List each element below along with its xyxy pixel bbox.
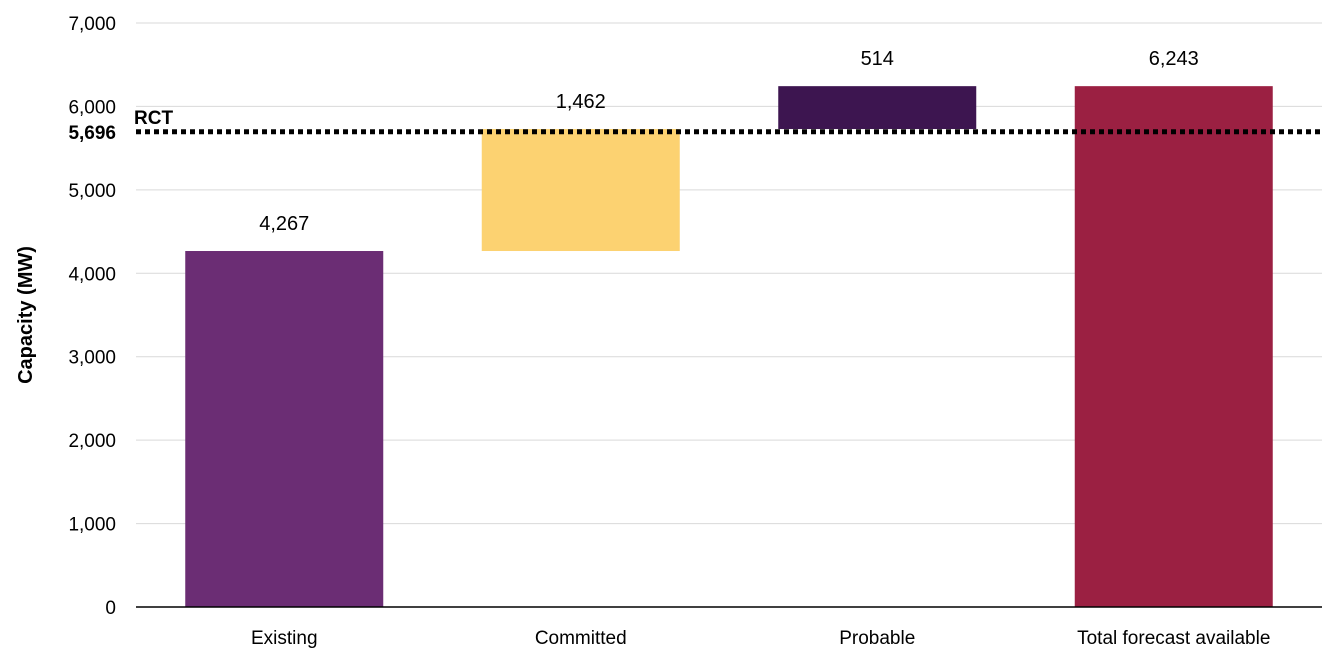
rct-label: RCT	[134, 108, 173, 129]
y-tick-label: 5,000	[68, 181, 116, 202]
y-tick-label: 7,000	[68, 14, 116, 35]
x-tick-label: Probable	[839, 628, 915, 648]
y-tick-label: 1,000	[68, 515, 116, 536]
x-tick-label: Committed	[535, 628, 627, 648]
bar-total-forecast-available	[1074, 86, 1273, 608]
bars	[185, 86, 1273, 608]
y-tick-label: 6,000	[68, 97, 116, 118]
bar-existing	[185, 251, 384, 607]
y-tick-label: 0	[105, 598, 116, 619]
axes: 0 1,000 2,000 3,000 4,000 5,000 6,000 7,000 Exis…	[68, 14, 1322, 648]
y-tick-label: 3,000	[68, 348, 116, 369]
y-tick-label: 2,000	[68, 431, 116, 452]
data-label: 6,243	[1149, 48, 1199, 70]
x-tick-label: Total forecast available	[1077, 628, 1270, 648]
data-labels: 4,267 1,462 514 6,243	[259, 48, 1199, 235]
y-axis-title: Capacity (MW)	[15, 246, 37, 384]
data-label: 4,267	[259, 213, 309, 235]
bar-committed	[481, 129, 680, 252]
y-tick-label: 4,000	[68, 264, 116, 285]
data-label: 1,462	[556, 91, 606, 113]
data-label: 514	[861, 48, 894, 70]
x-tick-label: Existing	[251, 628, 318, 648]
rct-value-label: 5,696	[68, 123, 116, 144]
reference-line-group: RCT 5,696	[68, 108, 1322, 144]
bar-probable	[778, 86, 977, 130]
